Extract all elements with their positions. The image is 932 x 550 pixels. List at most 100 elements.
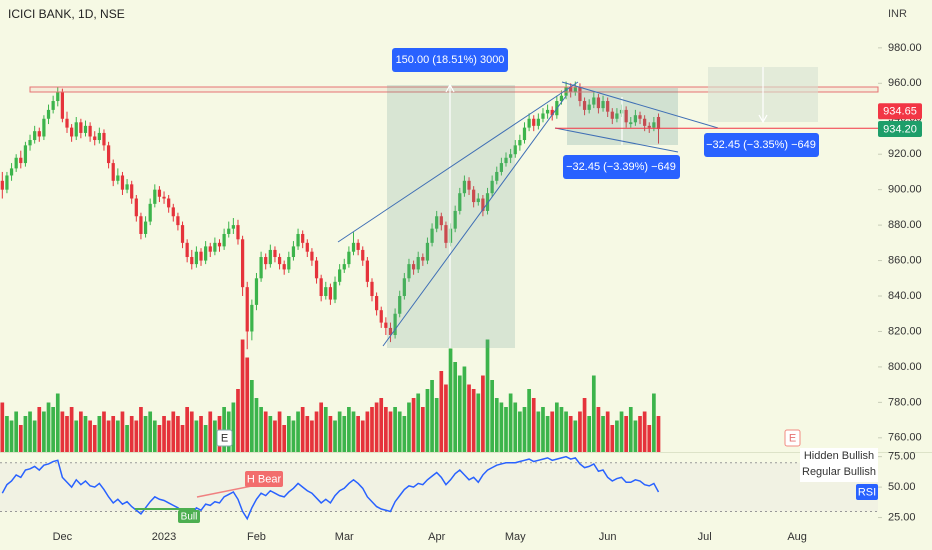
x-tick-label: Feb <box>247 531 266 543</box>
volume-bar <box>189 411 194 452</box>
volume-bar <box>97 416 102 452</box>
candle-body <box>162 196 166 199</box>
volume-bar <box>203 425 208 452</box>
candle-body <box>606 101 610 112</box>
long-label-bg <box>392 48 508 72</box>
earnings-marker-label: E <box>221 432 228 444</box>
candle-body <box>472 189 476 203</box>
candle-body <box>314 260 319 279</box>
volume-bar <box>60 411 65 452</box>
volume-bar <box>323 407 328 452</box>
candle-body <box>388 327 393 336</box>
volume-bar <box>273 420 277 452</box>
volume-bar <box>245 357 250 452</box>
volume-bar <box>453 362 458 452</box>
candle-body <box>490 180 494 194</box>
candle-body <box>301 233 305 243</box>
volume-bar <box>208 411 213 452</box>
candle-body <box>545 109 550 114</box>
volume-bar <box>143 416 148 452</box>
earnings-marker[interactable] <box>216 429 233 447</box>
candle-body <box>513 145 517 155</box>
candle-body <box>347 251 351 265</box>
candle-body <box>652 122 656 128</box>
volume-bar <box>652 393 656 452</box>
candle-body <box>582 101 587 110</box>
rsi-badge-label: RSI <box>858 486 876 498</box>
trendlines <box>337 81 719 347</box>
candle-body <box>254 278 259 305</box>
candle-body <box>356 242 360 250</box>
candle-body <box>629 122 633 125</box>
volume-bar <box>286 416 291 452</box>
volume-bar <box>166 420 171 452</box>
candle-body <box>287 257 291 270</box>
candle-body <box>180 225 185 243</box>
volume-bar <box>337 411 342 452</box>
candle-body <box>208 246 212 252</box>
rsi-layer <box>0 455 878 521</box>
candle-body <box>647 125 651 128</box>
candle-body <box>476 198 480 203</box>
candle-body <box>37 131 41 137</box>
volume-bar <box>51 407 55 452</box>
candle-body <box>213 242 217 252</box>
candle-body <box>550 109 554 116</box>
volume-bar <box>102 411 106 452</box>
candle-body <box>23 145 28 164</box>
candle-body <box>204 246 208 261</box>
y-tick-label: 800.00 <box>888 361 922 373</box>
candle-body <box>28 140 32 146</box>
candle-body <box>111 163 115 181</box>
volume-bar <box>647 425 652 452</box>
candle-body <box>19 157 23 164</box>
volume-bar <box>388 411 393 452</box>
volume-bar <box>120 411 125 452</box>
volume-bar <box>393 407 397 452</box>
volume-bar <box>213 420 217 452</box>
candle-body <box>194 251 199 265</box>
candle-body <box>139 216 143 234</box>
volume-bar <box>236 389 240 452</box>
candle-body <box>46 109 51 119</box>
volume-bar <box>467 384 471 452</box>
trendline <box>554 127 679 153</box>
volume-bar <box>587 416 592 452</box>
candle-body <box>93 136 97 141</box>
candle-body <box>120 175 125 190</box>
volume-bar <box>185 407 190 452</box>
rsi-tick-label: 25.00 <box>888 511 916 523</box>
short-label: −32.45 (−3.39%) −649 <box>566 161 676 173</box>
candle-body <box>444 225 448 243</box>
candle-body <box>370 281 374 297</box>
volume-bar <box>485 339 490 452</box>
candle-body <box>185 242 189 258</box>
candle-body <box>125 184 129 190</box>
candle-body <box>573 86 577 93</box>
volume-bar <box>79 411 83 452</box>
candle-body <box>624 109 628 123</box>
trendline <box>561 81 719 129</box>
volume-bar <box>471 389 476 452</box>
volume-bar <box>139 407 143 452</box>
volume-bar <box>573 420 578 452</box>
trendline <box>337 81 579 243</box>
volume-bar <box>513 402 518 452</box>
earnings-marker[interactable] <box>784 429 801 447</box>
candle-body <box>291 246 296 258</box>
volume-bar <box>305 416 310 452</box>
volume-bar <box>559 407 564 452</box>
volume-bar <box>277 411 282 452</box>
candle-body <box>324 287 328 297</box>
candle-body <box>656 116 661 130</box>
volume-bar <box>9 420 14 452</box>
volume-bar <box>527 389 531 452</box>
volume-bar <box>411 398 416 452</box>
candle-body <box>407 264 411 279</box>
rsi-band <box>0 462 878 512</box>
y-tick-label: 900.00 <box>888 184 922 196</box>
y-tick-label: 980.00 <box>888 42 922 54</box>
candle-body <box>485 193 490 211</box>
volume-bar <box>444 384 448 452</box>
volume-bar <box>157 425 162 452</box>
